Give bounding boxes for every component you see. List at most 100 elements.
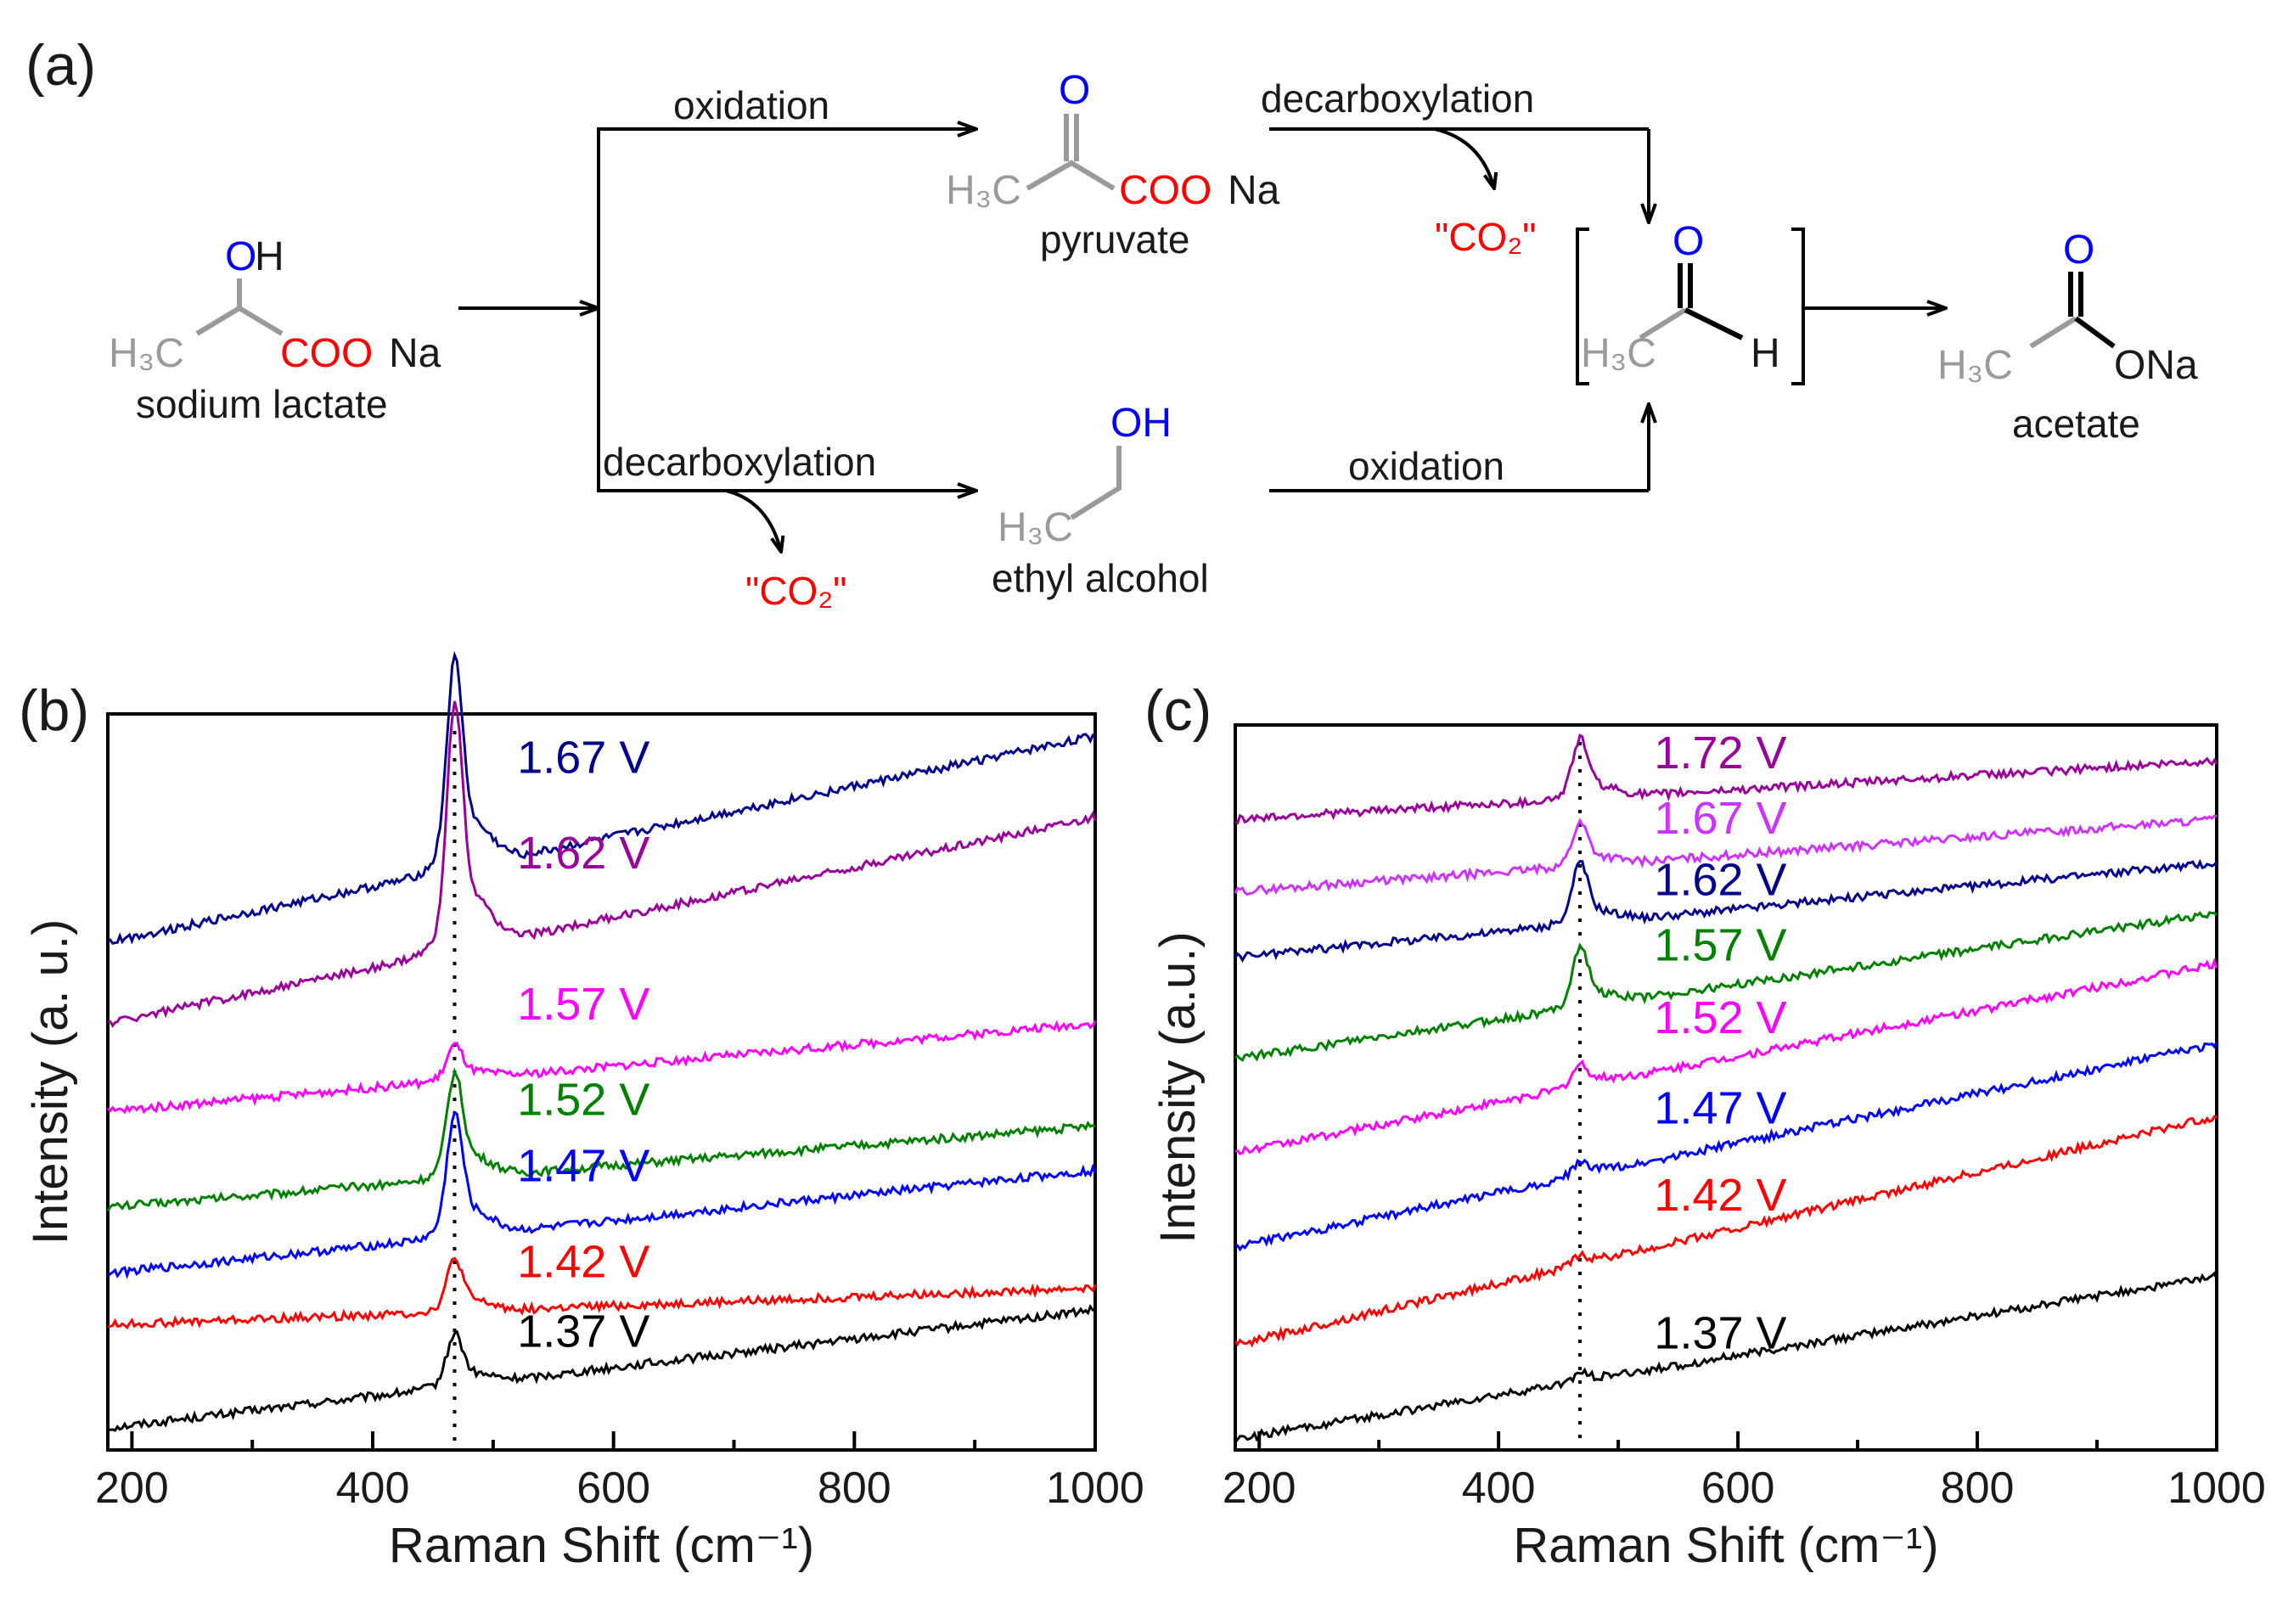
series-label: 1.67 V bbox=[517, 732, 649, 783]
x-axis-label-b: Raman Shift (cm⁻¹) bbox=[389, 1518, 814, 1573]
aldehyde-o: O bbox=[1672, 219, 1704, 264]
label-decarboxylation-top: decarboxylation bbox=[1261, 76, 1534, 121]
series-label: 1.62 V bbox=[517, 828, 649, 879]
x-tick-label: 600 bbox=[1701, 1464, 1775, 1513]
series-line-147V bbox=[106, 1110, 1097, 1280]
series-group-b bbox=[106, 650, 1097, 1432]
panel-label-c: (c) bbox=[1144, 678, 1211, 743]
pyruvate-name: pyruvate bbox=[1040, 217, 1189, 261]
bracket-left bbox=[1576, 228, 1589, 385]
series-group-c bbox=[1234, 733, 2218, 1443]
lactate-name: sodium lactate bbox=[136, 382, 388, 426]
aldehyde-h: H bbox=[1751, 331, 1780, 376]
series-label: 1.37 V bbox=[517, 1307, 649, 1357]
series-label: 1.47 V bbox=[1654, 1083, 1786, 1134]
series-label: 1.57 V bbox=[1654, 920, 1786, 971]
arrow-co2-bottom bbox=[725, 489, 781, 552]
molecule-sodium-lactate: O H H₃C COO Na sodium lactate bbox=[109, 234, 441, 426]
series-line-162V bbox=[1234, 858, 2218, 964]
ethanol-name: ethyl alcohol bbox=[992, 556, 1209, 600]
acetate-ch3-bond bbox=[2029, 316, 2077, 349]
ethanol-h3c: H₃C bbox=[998, 505, 1073, 550]
lactate-o: O bbox=[225, 234, 256, 279]
series-label: 1.57 V bbox=[517, 979, 649, 1030]
plot-frame-c bbox=[1234, 723, 2218, 1452]
series-line-167V bbox=[1234, 814, 2218, 896]
aldehyde-carbonyl-bond bbox=[1678, 263, 1693, 308]
acetate-h3c: H₃C bbox=[1937, 343, 2013, 388]
x-ticks-b: 200 400 600 800 1000 bbox=[95, 1431, 1144, 1513]
raman-chart-b: (b) 200 400 600 800 1000 1.37 V1.42 V1.47 V1… bbox=[19, 650, 1144, 1573]
series-labels-c: 1.37 V 1.42 V 1.47 V 1.52 V 1.57 V 1.62 V 1.67… bbox=[1654, 728, 1786, 1358]
bracket-right bbox=[1791, 228, 1805, 385]
series-line-172V bbox=[1234, 733, 2218, 825]
series-line-162V bbox=[107, 700, 1097, 1028]
series-labels-b: 1.37 V 1.42 V 1.47 V 1.52 V 1.57 V 1.62 V 1.67… bbox=[517, 732, 649, 1357]
series-label: 1.42 V bbox=[517, 1236, 649, 1287]
label-oxidation-bottom: oxidation bbox=[1348, 444, 1504, 488]
aldehyde-ch3-bond bbox=[1639, 307, 1687, 340]
lactate-h: H bbox=[255, 234, 284, 279]
pyruvate-h3c: H₃C bbox=[946, 168, 1021, 213]
plot-frame-b bbox=[106, 712, 1097, 1452]
series-label: 1.47 V bbox=[517, 1141, 649, 1192]
panel-label-a: (a) bbox=[25, 33, 96, 98]
molecule-acetate: O H₃C ONa acetate bbox=[1937, 228, 2198, 446]
y-axis-label-b: Intensity (a. u.) bbox=[23, 919, 78, 1245]
x-tick-label: 400 bbox=[1462, 1464, 1536, 1513]
lactate-coo: COO bbox=[280, 331, 373, 376]
y-axis-label-c: Intensity (a.u.) bbox=[1150, 931, 1206, 1243]
molecule-ethyl-alcohol: OH H₃C ethyl alcohol bbox=[992, 401, 1209, 600]
x-axis-label-c: Raman Shift (cm⁻¹) bbox=[1513, 1518, 1938, 1573]
x-tick-label: 600 bbox=[576, 1464, 650, 1513]
x-tick-label: 200 bbox=[1223, 1464, 1296, 1513]
series-label: 1.42 V bbox=[1654, 1170, 1786, 1221]
x-tick-label: 400 bbox=[336, 1464, 410, 1513]
aldehyde-ch-bond bbox=[1684, 307, 1744, 340]
series-line-157V bbox=[1234, 911, 2218, 1062]
lactate-h3c: H₃C bbox=[109, 331, 184, 376]
x-tick-label: 1000 bbox=[2167, 1464, 2266, 1513]
series-line-167V bbox=[107, 650, 1097, 945]
pyruvate-na: Na bbox=[1228, 168, 1280, 213]
series-label: 1.62 V bbox=[1654, 855, 1786, 906]
series-line-152V bbox=[106, 1066, 1096, 1212]
series-label: 1.52 V bbox=[1654, 992, 1786, 1043]
pyruvate-coo: COO bbox=[1119, 168, 1211, 213]
x-tick-label: 800 bbox=[1941, 1464, 2015, 1513]
series-line-142V bbox=[107, 1256, 1097, 1330]
series-label: 1.52 V bbox=[517, 1075, 649, 1126]
pyruvate-o: O bbox=[1059, 68, 1090, 113]
acetate-carbonyl-bond bbox=[2068, 272, 2083, 317]
acetate-ona: ONa bbox=[2114, 343, 2198, 388]
series-line-147V bbox=[1234, 1041, 2218, 1252]
co2-top: "CO₂" bbox=[1435, 215, 1537, 259]
series-line-137V bbox=[1234, 1271, 2218, 1443]
molecule-pyruvate: O H₃C COO Na pyruvate bbox=[946, 68, 1280, 261]
acetate-o: O bbox=[2063, 228, 2094, 273]
label-oxidation-top: oxidation bbox=[673, 83, 829, 127]
lactate-na: Na bbox=[389, 331, 441, 376]
series-label: 1.67 V bbox=[1654, 793, 1786, 844]
arrow-co2-top bbox=[1434, 127, 1494, 188]
raman-chart-c: (c) 200 400 600 800 1000 1.37 V1.42 V1.47 V1… bbox=[1144, 678, 2266, 1573]
series-line-157V bbox=[106, 1020, 1097, 1115]
pyruvate-carbonyl-bond bbox=[1064, 114, 1079, 161]
series-label: 1.72 V bbox=[1654, 728, 1786, 778]
x-tick-label: 200 bbox=[95, 1464, 169, 1513]
x-ticks-c: 200 400 600 800 1000 bbox=[1223, 1431, 2266, 1513]
panel-label-b: (b) bbox=[19, 678, 89, 743]
series-line-137V bbox=[107, 1304, 1096, 1432]
ethanol-oh: OH bbox=[1110, 401, 1172, 446]
acetate-name: acetate bbox=[2012, 402, 2140, 446]
co2-bottom: "CO₂" bbox=[745, 569, 847, 613]
label-decarboxylation-bottom: decarboxylation bbox=[603, 440, 876, 484]
aldehyde-h3c: H₃C bbox=[1581, 331, 1656, 376]
reaction-scheme: (a) O H H₃C COO Na sodium lactate oxidat… bbox=[25, 33, 2198, 613]
molecule-acetaldehyde: O H₃C H bbox=[1576, 219, 1805, 385]
ethanol-bond bbox=[1070, 446, 1122, 520]
lactate-backbone-bond bbox=[195, 305, 284, 336]
x-tick-label: 800 bbox=[818, 1464, 891, 1513]
pyruvate-backbone-bond bbox=[1026, 160, 1116, 191]
